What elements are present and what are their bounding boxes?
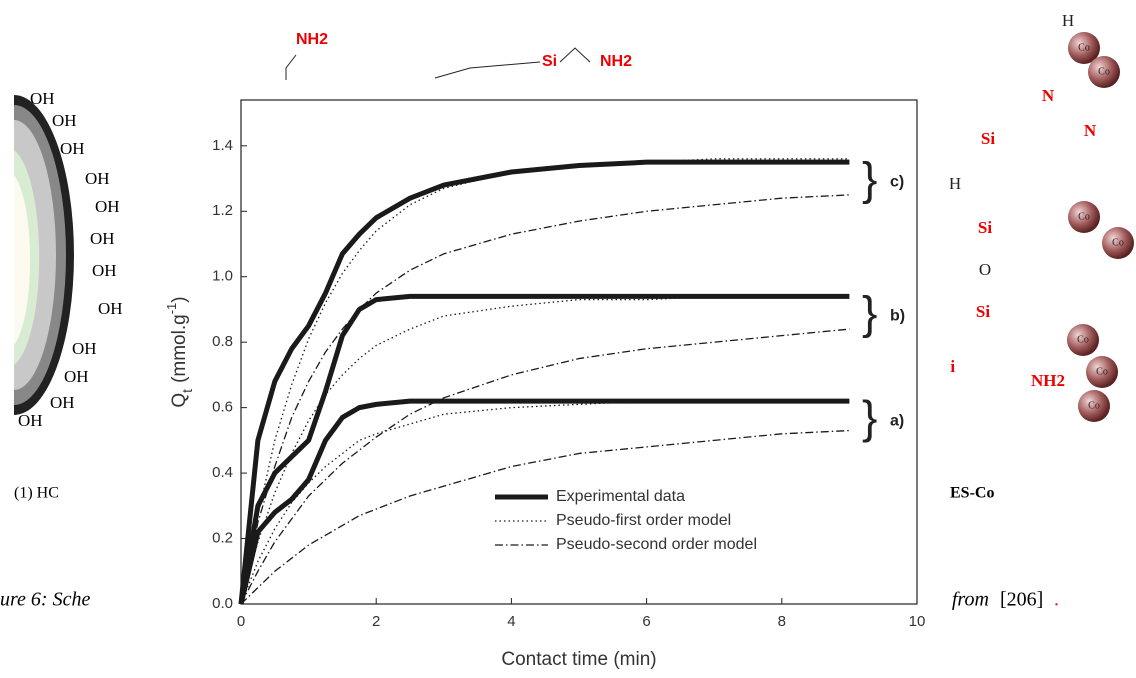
oh-label: OH <box>90 229 115 248</box>
group-label: b) <box>890 308 905 325</box>
right-caption: ES-Co <box>950 485 994 502</box>
chem-label: Co <box>1078 211 1090 222</box>
y-tick-label: 0.4 <box>212 464 233 481</box>
period: . <box>1054 589 1059 611</box>
chem-label: NH2 <box>296 31 328 48</box>
y-tick-label: 1.4 <box>212 137 233 154</box>
curve <box>238 159 850 605</box>
bond <box>434 47 591 79</box>
curve <box>240 328 850 605</box>
hemisphere <box>14 95 74 415</box>
chem-label: Co <box>1112 237 1124 248</box>
chem-label: H <box>1062 11 1074 30</box>
bracket: } <box>862 152 877 204</box>
bracket: } <box>862 391 877 443</box>
y-tick-label: 0.8 <box>212 333 233 350</box>
chem-label: N <box>1084 121 1097 140</box>
co-ball <box>1102 227 1134 259</box>
x-tick-label: 2 <box>372 613 380 630</box>
chem-label: NH2 <box>1031 371 1065 390</box>
oh-label: OH <box>72 339 97 358</box>
left-caption: (1) HC <box>14 485 59 502</box>
chem-label: Co <box>1088 400 1100 411</box>
curve <box>240 429 850 605</box>
chem-label: H <box>949 174 961 193</box>
y-label-part: (mmol.g <box>169 314 190 383</box>
legend-label: Experimental data <box>556 488 685 505</box>
oh-label: OH <box>52 111 77 130</box>
legend-label: Pseudo-first order model <box>556 512 731 529</box>
curve <box>240 194 850 605</box>
chart-panel <box>180 98 950 673</box>
bond <box>285 54 297 80</box>
co-ball <box>1086 356 1118 388</box>
oh-label: OH <box>85 169 110 188</box>
y-tick-label: 0.6 <box>212 399 233 416</box>
chem-label: Si <box>976 302 990 321</box>
y-label-part: ) <box>169 296 190 302</box>
co-ball <box>1078 390 1110 422</box>
reference: [206] <box>1000 589 1043 611</box>
x-tick-label: 4 <box>507 613 515 630</box>
curve <box>240 295 850 605</box>
bracket: } <box>862 287 877 339</box>
x-tick-label: 10 <box>909 613 926 630</box>
y-tick-label: 0.2 <box>212 530 233 547</box>
chem-label: NH2 <box>600 53 632 70</box>
co-ball <box>1067 324 1099 356</box>
x-tick-label: 6 <box>642 613 650 630</box>
co-ball <box>1068 201 1100 233</box>
oh-label: OH <box>95 197 120 216</box>
curve <box>238 293 850 605</box>
oh-label: OH <box>18 411 43 430</box>
oh-label: OH <box>50 393 75 412</box>
oh-label: OH <box>30 89 55 108</box>
x-tick-label: 0 <box>237 613 245 630</box>
chem-label: Co <box>1078 42 1090 53</box>
caption-left: ure 6: Sche <box>0 589 90 611</box>
co-ball <box>1068 32 1100 64</box>
y-tick-label: 0.0 <box>212 595 233 612</box>
y-label-part: Q <box>169 393 190 408</box>
chem-label: O <box>979 260 991 279</box>
oh-label: OH <box>98 299 123 318</box>
y-label-part: t <box>179 389 195 393</box>
y-tick-label: 1.2 <box>212 202 233 219</box>
legend-label: Pseudo-second order model <box>556 536 757 553</box>
y-axis-label: Qt (mmol.g-1) <box>164 296 195 407</box>
group-label: c) <box>890 173 904 190</box>
oh-label: OH <box>60 139 85 158</box>
y-tick-label: 1.0 <box>212 268 233 285</box>
chem-label: Si <box>981 129 995 148</box>
y-label-part: -1 <box>164 303 179 315</box>
chem-label: Si <box>978 218 992 237</box>
curve <box>238 398 850 605</box>
oh-label: OH <box>92 261 117 280</box>
chem-label: N <box>1042 86 1055 105</box>
x-axis-label: Contact time (min) <box>501 649 656 670</box>
co-ball <box>1088 56 1120 88</box>
plot-frame <box>240 99 918 605</box>
group-label: a) <box>890 412 904 429</box>
chem-label: Co <box>1098 66 1110 77</box>
x-tick-label: 8 <box>778 613 786 630</box>
chem-label: Co <box>1077 334 1089 345</box>
oh-label: OH <box>64 367 89 386</box>
chem-label: Si <box>542 53 557 70</box>
chem-label: Co <box>1096 366 1108 377</box>
